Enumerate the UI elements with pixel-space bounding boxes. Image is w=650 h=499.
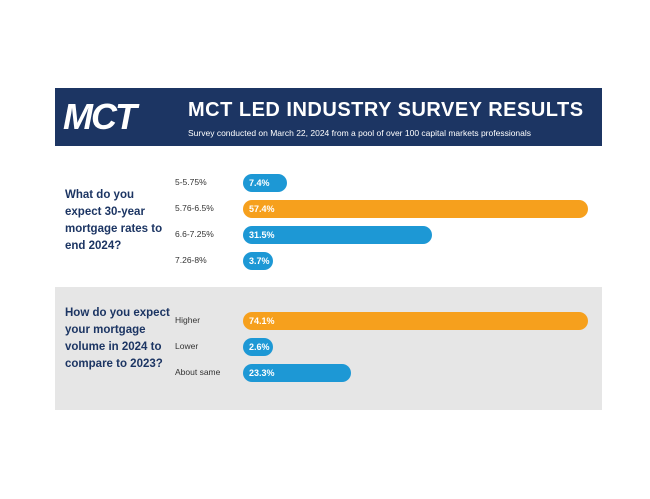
question: How do you expect your mortgage volume i… bbox=[65, 307, 170, 370]
value-label: 7.4% bbox=[249, 178, 270, 188]
section: How do you expect your mortgage volume i… bbox=[55, 287, 602, 410]
category-label: 5.76-6.5% bbox=[175, 203, 214, 213]
category-label: About same bbox=[175, 367, 221, 377]
bar bbox=[243, 200, 588, 218]
value-label: 2.6% bbox=[249, 342, 270, 352]
question: What do you expect 30-year mortgage rate… bbox=[65, 189, 163, 252]
bar bbox=[243, 226, 433, 244]
title: MCT LED INDUSTRY SURVEY RESULTS bbox=[188, 99, 584, 121]
category-label: 5-5.75% bbox=[175, 177, 207, 187]
category-label: 7.26-8% bbox=[175, 255, 207, 265]
value-label: 3.7% bbox=[249, 256, 270, 266]
value-label: 74.1% bbox=[249, 316, 275, 326]
bar bbox=[243, 252, 273, 270]
bar bbox=[243, 338, 273, 356]
category-label: 6.6-7.25% bbox=[175, 229, 214, 239]
subtitle: Survey conducted on March 22, 2024 from … bbox=[188, 128, 532, 138]
section: What do you expect 30-year mortgage rate… bbox=[55, 160, 602, 275]
logo: MCT bbox=[63, 96, 137, 137]
category-label: Lower bbox=[175, 341, 199, 351]
value-label: 57.4% bbox=[249, 204, 275, 214]
bar bbox=[243, 312, 588, 330]
header: MCT MCT LED INDUSTRY SURVEY RESULTS Surv… bbox=[55, 88, 602, 146]
value-label: 23.3% bbox=[249, 368, 275, 378]
value-label: 31.5% bbox=[249, 230, 275, 240]
bar bbox=[243, 174, 288, 192]
bar bbox=[243, 364, 352, 382]
category-label: Higher bbox=[175, 315, 201, 325]
